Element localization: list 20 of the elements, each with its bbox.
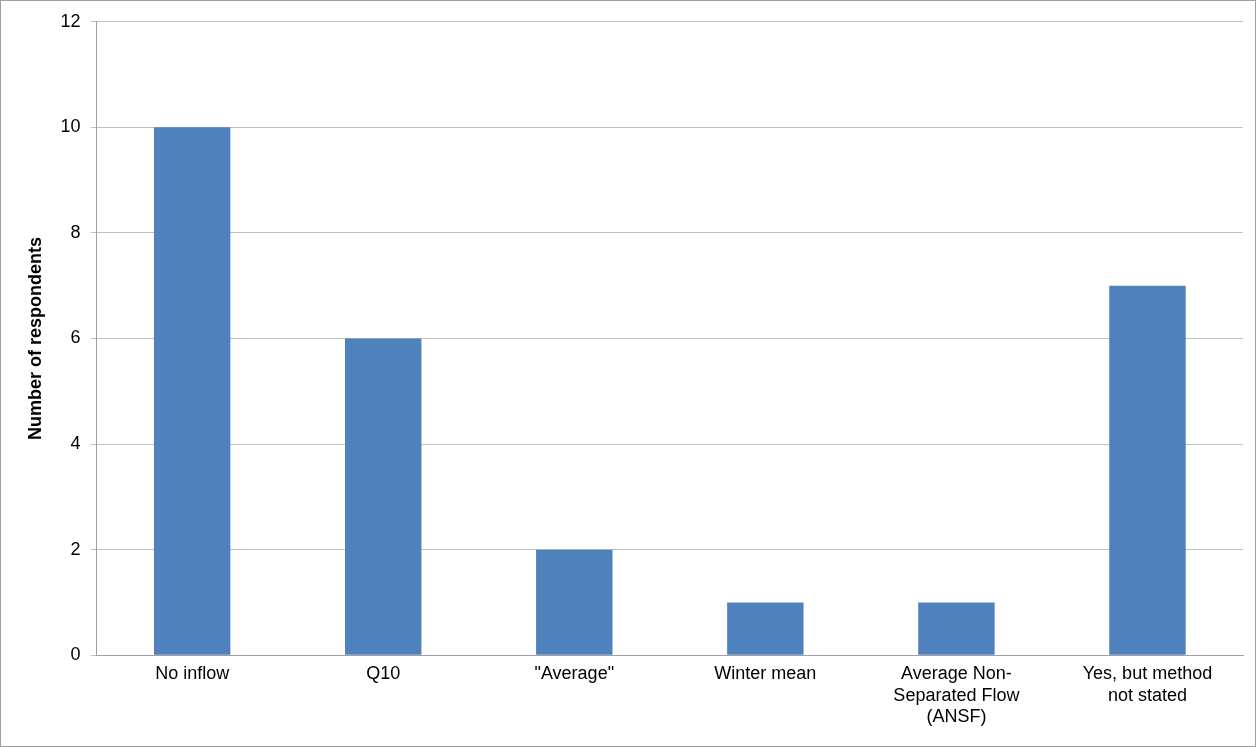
y-tick-label: 0: [70, 644, 81, 665]
x-tick-label: Average Non-Separated Flow (ANSF): [893, 662, 1021, 727]
x-tick-label: Winter mean: [714, 662, 817, 683]
y-tick-label: 8: [70, 221, 81, 242]
bar: [727, 602, 804, 655]
bar: [153, 127, 231, 655]
bar: [536, 549, 613, 655]
bar: [1109, 285, 1186, 655]
x-tick-label: No inflow: [155, 662, 231, 683]
x-tick-label: Q10: [366, 662, 401, 683]
x-tick-label: Yes, but method not stated: [1082, 662, 1213, 705]
y-tick-label: 6: [70, 327, 81, 348]
y-tick-label: 12: [60, 10, 81, 31]
bar: [345, 338, 422, 655]
y-tick-label: 2: [70, 538, 81, 559]
y-tick-label: 10: [60, 116, 81, 137]
y-tick-label: 4: [70, 433, 81, 454]
y-axis-title: Number of respondents: [24, 236, 45, 441]
bar: [918, 602, 995, 655]
x-tick-label: "Average": [534, 662, 615, 683]
